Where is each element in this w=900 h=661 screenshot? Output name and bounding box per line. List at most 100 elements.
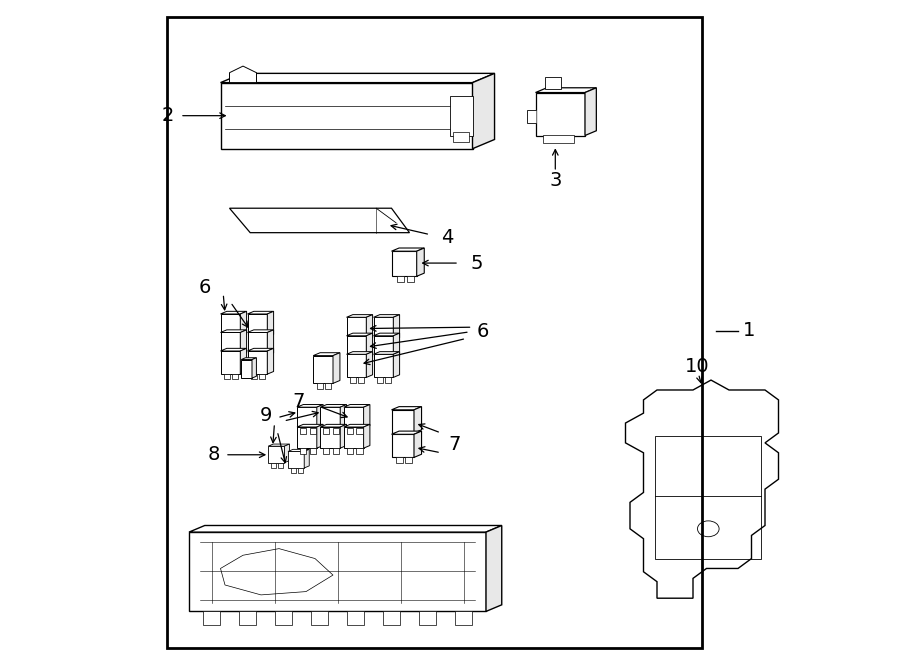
Bar — [356, 448, 363, 454]
Text: 4: 4 — [441, 228, 454, 247]
Polygon shape — [220, 83, 472, 149]
Polygon shape — [297, 424, 323, 427]
Bar — [544, 77, 561, 89]
Polygon shape — [385, 359, 392, 364]
Polygon shape — [346, 315, 373, 317]
Polygon shape — [396, 433, 403, 438]
Polygon shape — [304, 449, 310, 468]
Polygon shape — [366, 315, 373, 340]
Polygon shape — [252, 358, 256, 378]
Polygon shape — [393, 315, 400, 340]
Polygon shape — [220, 314, 240, 337]
Bar — [333, 448, 339, 454]
Polygon shape — [320, 407, 340, 428]
Bar — [346, 448, 353, 454]
Bar — [347, 611, 364, 625]
Bar — [310, 428, 316, 434]
Polygon shape — [297, 427, 317, 448]
Bar — [419, 611, 436, 625]
Polygon shape — [232, 337, 239, 342]
Polygon shape — [313, 353, 340, 356]
Text: 7: 7 — [448, 435, 461, 453]
Polygon shape — [364, 424, 370, 448]
Bar — [455, 611, 472, 625]
Polygon shape — [346, 354, 366, 377]
Polygon shape — [232, 356, 239, 361]
Polygon shape — [267, 311, 274, 337]
Bar — [203, 611, 220, 625]
Polygon shape — [350, 377, 356, 383]
Polygon shape — [284, 444, 290, 463]
Polygon shape — [224, 374, 230, 379]
Polygon shape — [486, 525, 502, 611]
Polygon shape — [385, 340, 392, 346]
Polygon shape — [268, 444, 290, 446]
Polygon shape — [585, 88, 597, 136]
Text: 3: 3 — [549, 171, 562, 190]
Text: 8: 8 — [208, 446, 220, 464]
Polygon shape — [344, 407, 364, 428]
Polygon shape — [344, 427, 364, 448]
Polygon shape — [248, 330, 274, 332]
Polygon shape — [392, 434, 414, 457]
Bar — [356, 428, 363, 434]
Polygon shape — [377, 359, 383, 364]
Polygon shape — [392, 251, 417, 276]
Polygon shape — [297, 407, 317, 428]
Text: 9: 9 — [259, 406, 272, 424]
Polygon shape — [333, 353, 340, 383]
Polygon shape — [346, 333, 373, 336]
Polygon shape — [220, 332, 240, 356]
Bar — [333, 428, 339, 434]
Polygon shape — [350, 359, 356, 364]
Polygon shape — [317, 424, 323, 448]
Polygon shape — [346, 336, 366, 359]
Polygon shape — [396, 457, 403, 463]
Polygon shape — [240, 330, 247, 356]
Polygon shape — [241, 358, 256, 360]
Text: 2: 2 — [162, 106, 175, 125]
Polygon shape — [220, 73, 495, 83]
Bar — [311, 611, 328, 625]
Polygon shape — [298, 468, 302, 473]
Polygon shape — [405, 433, 412, 438]
Polygon shape — [189, 525, 502, 532]
Polygon shape — [358, 359, 365, 364]
Bar — [166, 17, 702, 648]
Polygon shape — [320, 427, 340, 448]
Polygon shape — [320, 405, 346, 407]
Polygon shape — [374, 315, 400, 317]
Polygon shape — [405, 457, 412, 463]
Polygon shape — [248, 348, 274, 351]
Polygon shape — [220, 351, 240, 374]
Polygon shape — [364, 405, 370, 428]
Text: 6: 6 — [477, 323, 490, 341]
Polygon shape — [346, 317, 366, 340]
Polygon shape — [267, 348, 274, 374]
Polygon shape — [224, 337, 230, 342]
Polygon shape — [366, 333, 373, 359]
Bar — [300, 448, 306, 454]
Polygon shape — [220, 348, 247, 351]
Bar — [310, 448, 316, 454]
Polygon shape — [241, 360, 252, 378]
Polygon shape — [232, 374, 239, 379]
Polygon shape — [374, 333, 400, 336]
Polygon shape — [346, 352, 373, 354]
Polygon shape — [248, 314, 267, 337]
Polygon shape — [393, 333, 400, 359]
Text: 5: 5 — [471, 254, 483, 272]
Polygon shape — [325, 383, 331, 389]
Polygon shape — [626, 380, 778, 598]
Bar — [543, 135, 574, 143]
Polygon shape — [230, 208, 410, 233]
Polygon shape — [344, 405, 370, 407]
Polygon shape — [407, 276, 414, 282]
Polygon shape — [414, 431, 421, 457]
Polygon shape — [320, 424, 346, 427]
Polygon shape — [414, 407, 421, 433]
Polygon shape — [417, 248, 424, 276]
Polygon shape — [259, 337, 266, 342]
Polygon shape — [297, 405, 323, 407]
Bar — [300, 428, 306, 434]
